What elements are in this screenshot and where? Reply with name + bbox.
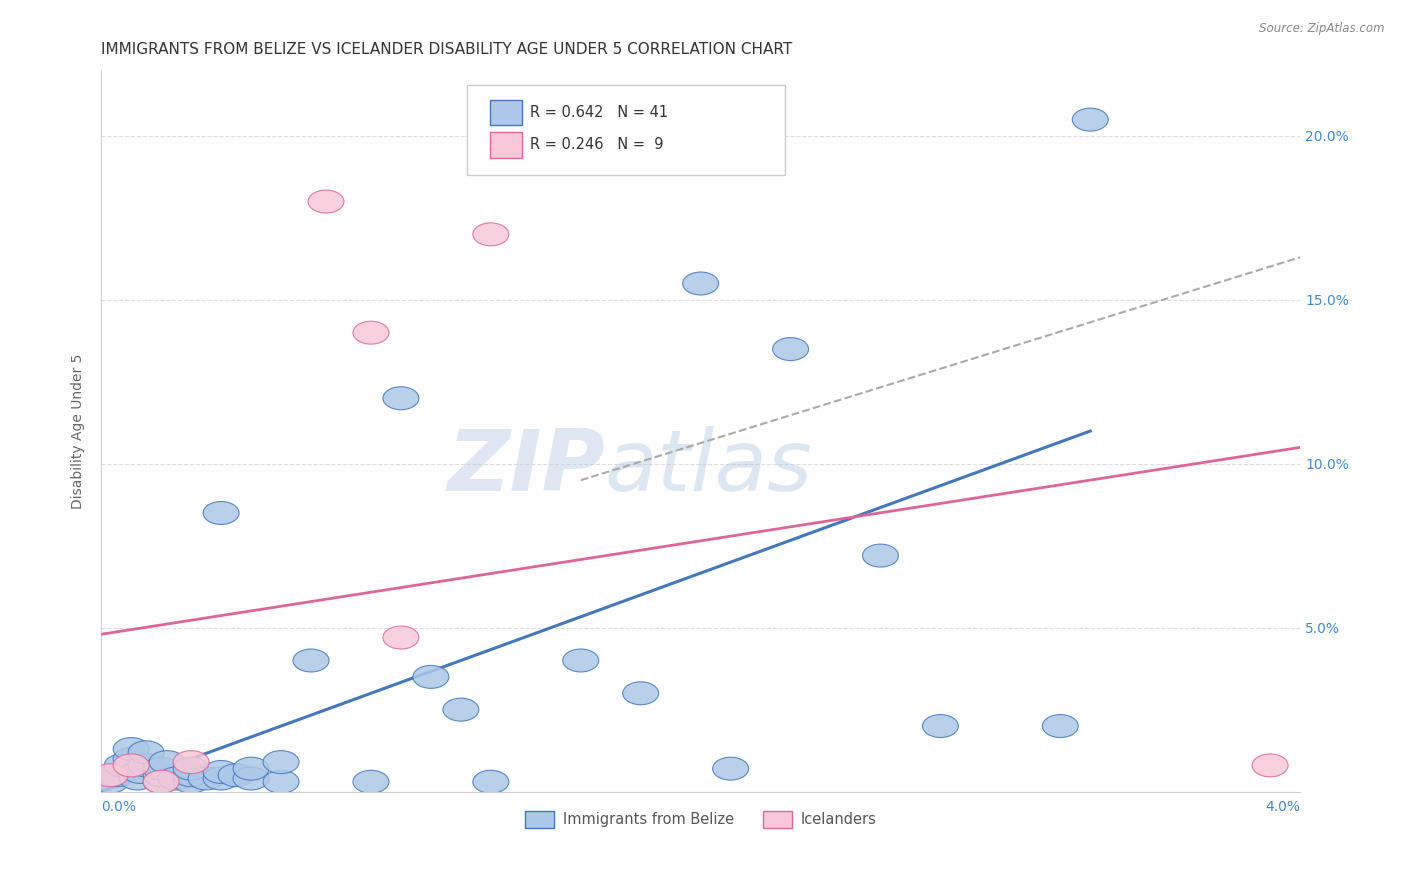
Ellipse shape: [114, 754, 149, 777]
Ellipse shape: [143, 771, 179, 793]
Ellipse shape: [562, 649, 599, 672]
Legend: Immigrants from Belize, Icelanders: Immigrants from Belize, Icelanders: [517, 804, 884, 835]
Ellipse shape: [143, 771, 179, 793]
Ellipse shape: [382, 626, 419, 649]
Ellipse shape: [772, 337, 808, 360]
Ellipse shape: [353, 321, 389, 344]
Ellipse shape: [922, 714, 959, 738]
Ellipse shape: [149, 751, 186, 773]
Ellipse shape: [202, 767, 239, 790]
Ellipse shape: [1073, 108, 1108, 131]
Text: R = 0.642   N = 41: R = 0.642 N = 41: [530, 104, 668, 120]
Ellipse shape: [93, 764, 128, 787]
Ellipse shape: [382, 387, 419, 409]
Ellipse shape: [128, 754, 165, 777]
Ellipse shape: [472, 771, 509, 793]
Ellipse shape: [98, 764, 134, 787]
Ellipse shape: [263, 751, 299, 773]
Ellipse shape: [173, 764, 209, 787]
Ellipse shape: [413, 665, 449, 689]
Ellipse shape: [292, 649, 329, 672]
FancyBboxPatch shape: [467, 85, 785, 175]
Ellipse shape: [173, 751, 209, 773]
Ellipse shape: [308, 190, 344, 213]
Text: atlas: atlas: [605, 425, 813, 508]
Ellipse shape: [862, 544, 898, 567]
Ellipse shape: [93, 771, 128, 793]
Text: Source: ZipAtlas.com: Source: ZipAtlas.com: [1260, 22, 1385, 36]
Ellipse shape: [233, 757, 269, 780]
Ellipse shape: [104, 754, 141, 777]
Text: R = 0.246   N =  9: R = 0.246 N = 9: [530, 137, 664, 153]
Ellipse shape: [202, 761, 239, 783]
Ellipse shape: [173, 757, 209, 780]
Ellipse shape: [1042, 714, 1078, 738]
Ellipse shape: [173, 771, 209, 793]
Ellipse shape: [122, 761, 157, 783]
Ellipse shape: [157, 767, 194, 790]
Ellipse shape: [114, 747, 149, 771]
FancyBboxPatch shape: [489, 100, 522, 125]
FancyBboxPatch shape: [489, 132, 522, 158]
Text: ZIP: ZIP: [447, 425, 605, 508]
Ellipse shape: [120, 767, 155, 790]
Text: 4.0%: 4.0%: [1265, 800, 1301, 814]
Ellipse shape: [143, 764, 179, 787]
Ellipse shape: [143, 757, 179, 780]
Ellipse shape: [218, 764, 254, 787]
Ellipse shape: [472, 223, 509, 246]
Ellipse shape: [263, 771, 299, 793]
Ellipse shape: [353, 771, 389, 793]
Ellipse shape: [443, 698, 479, 721]
Ellipse shape: [713, 757, 748, 780]
Y-axis label: Disability Age Under 5: Disability Age Under 5: [72, 353, 86, 508]
Ellipse shape: [202, 501, 239, 524]
Ellipse shape: [623, 681, 658, 705]
Ellipse shape: [114, 738, 149, 761]
Ellipse shape: [128, 740, 165, 764]
Text: IMMIGRANTS FROM BELIZE VS ICELANDER DISABILITY AGE UNDER 5 CORRELATION CHART: IMMIGRANTS FROM BELIZE VS ICELANDER DISA…: [101, 42, 793, 57]
Text: 0.0%: 0.0%: [101, 800, 136, 814]
Ellipse shape: [188, 767, 224, 790]
Ellipse shape: [683, 272, 718, 295]
Ellipse shape: [1253, 754, 1288, 777]
Ellipse shape: [233, 767, 269, 790]
